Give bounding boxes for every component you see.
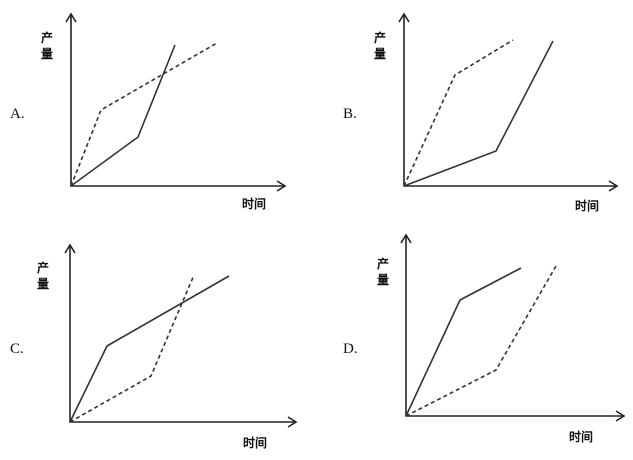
x-axis-label: 时间 [242,197,267,211]
axes [70,14,285,187]
panel-d [400,233,626,422]
dashed-line [70,42,218,187]
option-label: D. [343,341,358,357]
arrow [287,416,298,428]
solid-line [403,40,554,187]
dashed-line [403,39,514,187]
solid-line [69,275,230,423]
dashed-line [405,265,557,417]
option-label: A. [10,106,25,122]
axes [405,235,624,417]
y-axis-label: 产量 [377,257,390,287]
arrow [608,180,619,192]
y-axis-label: 产量 [374,31,387,61]
y-axis-label: 产量 [37,261,50,291]
arrow [398,12,410,23]
arrow [64,243,76,254]
option-label: B. [343,106,357,122]
panel-b [398,12,619,192]
solid-line [70,44,176,187]
y-axis-label: 产量 [41,31,54,61]
panel-c [64,243,298,428]
x-axis-label: 时间 [575,199,600,213]
arrow [400,233,412,244]
x-axis-label: 时间 [569,430,594,444]
arrow [615,410,626,422]
solid-line [405,267,522,417]
arrow [276,180,287,192]
panel-a [65,12,287,192]
axes [403,14,617,187]
dashed-line [69,274,195,423]
x-axis-label: 时间 [243,436,268,450]
axes [69,245,296,423]
arrow [65,12,77,23]
option-label: C. [10,341,24,357]
